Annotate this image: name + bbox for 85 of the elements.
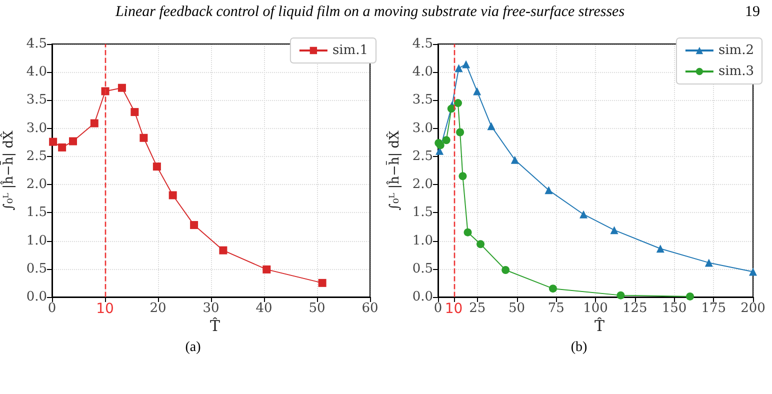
x-tick-label: 40 bbox=[256, 301, 272, 316]
point bbox=[130, 108, 139, 116]
y-tick-label: 0.5 bbox=[412, 261, 433, 276]
x-tick-label: 20 bbox=[150, 301, 166, 316]
x-axis-title: T̂ bbox=[594, 317, 604, 335]
y-tick-label: 3.5 bbox=[26, 92, 47, 108]
point bbox=[580, 210, 588, 218]
point bbox=[464, 228, 472, 236]
point bbox=[473, 87, 482, 96]
point bbox=[487, 122, 496, 130]
point bbox=[262, 265, 271, 274]
point bbox=[436, 141, 444, 150]
x-tick-label: 50 bbox=[308, 301, 326, 316]
point bbox=[219, 246, 228, 254]
point bbox=[49, 138, 58, 146]
point bbox=[458, 172, 467, 180]
y-tick-label: 3.0 bbox=[412, 120, 433, 136]
y-tick-label: 0.0 bbox=[412, 290, 433, 304]
point bbox=[704, 258, 713, 267]
point bbox=[548, 284, 557, 293]
y-tick-label: 1.0 bbox=[412, 233, 433, 248]
x-tick-label: 60 bbox=[362, 301, 378, 316]
x-tick-label: 25 bbox=[469, 301, 486, 316]
y-tick-label: 0.0 bbox=[26, 290, 47, 304]
point bbox=[544, 186, 553, 194]
point bbox=[454, 64, 463, 72]
point bbox=[90, 119, 98, 128]
x-tick-label: 10 bbox=[96, 301, 114, 317]
point bbox=[476, 240, 485, 248]
text: Linear feedback control of liquid film on a moving substrate via free-surface stresses bbox=[114, 4, 626, 21]
y-tick-label: 1.5 bbox=[26, 205, 47, 220]
y-tick-label: 4.5 bbox=[412, 36, 433, 52]
x-tick-label: 175 bbox=[701, 301, 726, 316]
x-tick-label: 100 bbox=[583, 301, 608, 316]
x-tick-label: 30 bbox=[202, 301, 220, 316]
text: (b) bbox=[570, 340, 588, 356]
point bbox=[749, 268, 757, 276]
point bbox=[510, 156, 519, 164]
point bbox=[686, 292, 694, 300]
point bbox=[462, 60, 470, 68]
x-tick-label: 200 bbox=[740, 301, 766, 316]
y-tick-label: 1.0 bbox=[26, 233, 47, 248]
y-tick-label: 2.0 bbox=[412, 177, 433, 192]
y-tick-label: 2.5 bbox=[412, 148, 433, 164]
legend-label: sim.3 bbox=[718, 64, 754, 79]
legend-label: sim.2 bbox=[718, 43, 754, 58]
point bbox=[118, 84, 126, 92]
y-axis-title: ∫₀ᴸ |ĥ−h̄| dX̂ bbox=[385, 130, 402, 210]
point bbox=[447, 104, 456, 113]
y-tick-label: 4.0 bbox=[26, 64, 47, 80]
y-tick-label: 1.5 bbox=[412, 205, 433, 220]
point bbox=[68, 137, 77, 146]
y-tick-label: 3.0 bbox=[26, 120, 47, 136]
point bbox=[318, 278, 326, 287]
x-tick-label: 0 bbox=[434, 301, 442, 316]
legend-label: sim.1 bbox=[332, 43, 368, 58]
text: (a) bbox=[184, 340, 202, 356]
point bbox=[454, 99, 462, 108]
point bbox=[168, 191, 177, 200]
x-tick-label: 75 bbox=[548, 301, 564, 316]
point bbox=[616, 291, 625, 300]
y-tick-label: 2.0 bbox=[26, 177, 47, 192]
point bbox=[610, 226, 618, 234]
y-tick-label: 3.5 bbox=[412, 92, 433, 108]
y-tick-label: 2.5 bbox=[26, 148, 47, 164]
x-tick-label: 0 bbox=[48, 301, 56, 316]
x-tick-label: 50 bbox=[508, 301, 526, 316]
point bbox=[152, 162, 161, 171]
y-tick-label: 4.5 bbox=[26, 36, 47, 52]
point bbox=[101, 87, 110, 96]
x-tick-label: 125 bbox=[622, 301, 648, 316]
point bbox=[456, 128, 464, 136]
y-axis-title: ∫₀ᴸ |ĥ−h̄| dX̂ bbox=[0, 130, 16, 210]
x-tick-label: 150 bbox=[662, 301, 687, 316]
text: 19 bbox=[745, 4, 760, 21]
point bbox=[656, 244, 664, 253]
point bbox=[190, 221, 198, 230]
y-tick-label: 0.5 bbox=[26, 261, 47, 276]
point bbox=[502, 266, 510, 274]
x-axis-title: T̂ bbox=[210, 317, 220, 335]
point bbox=[442, 136, 450, 144]
point bbox=[140, 134, 148, 142]
y-tick-label: 4.0 bbox=[412, 64, 433, 80]
x-tick-label: 10 bbox=[444, 301, 463, 317]
point bbox=[58, 143, 66, 152]
